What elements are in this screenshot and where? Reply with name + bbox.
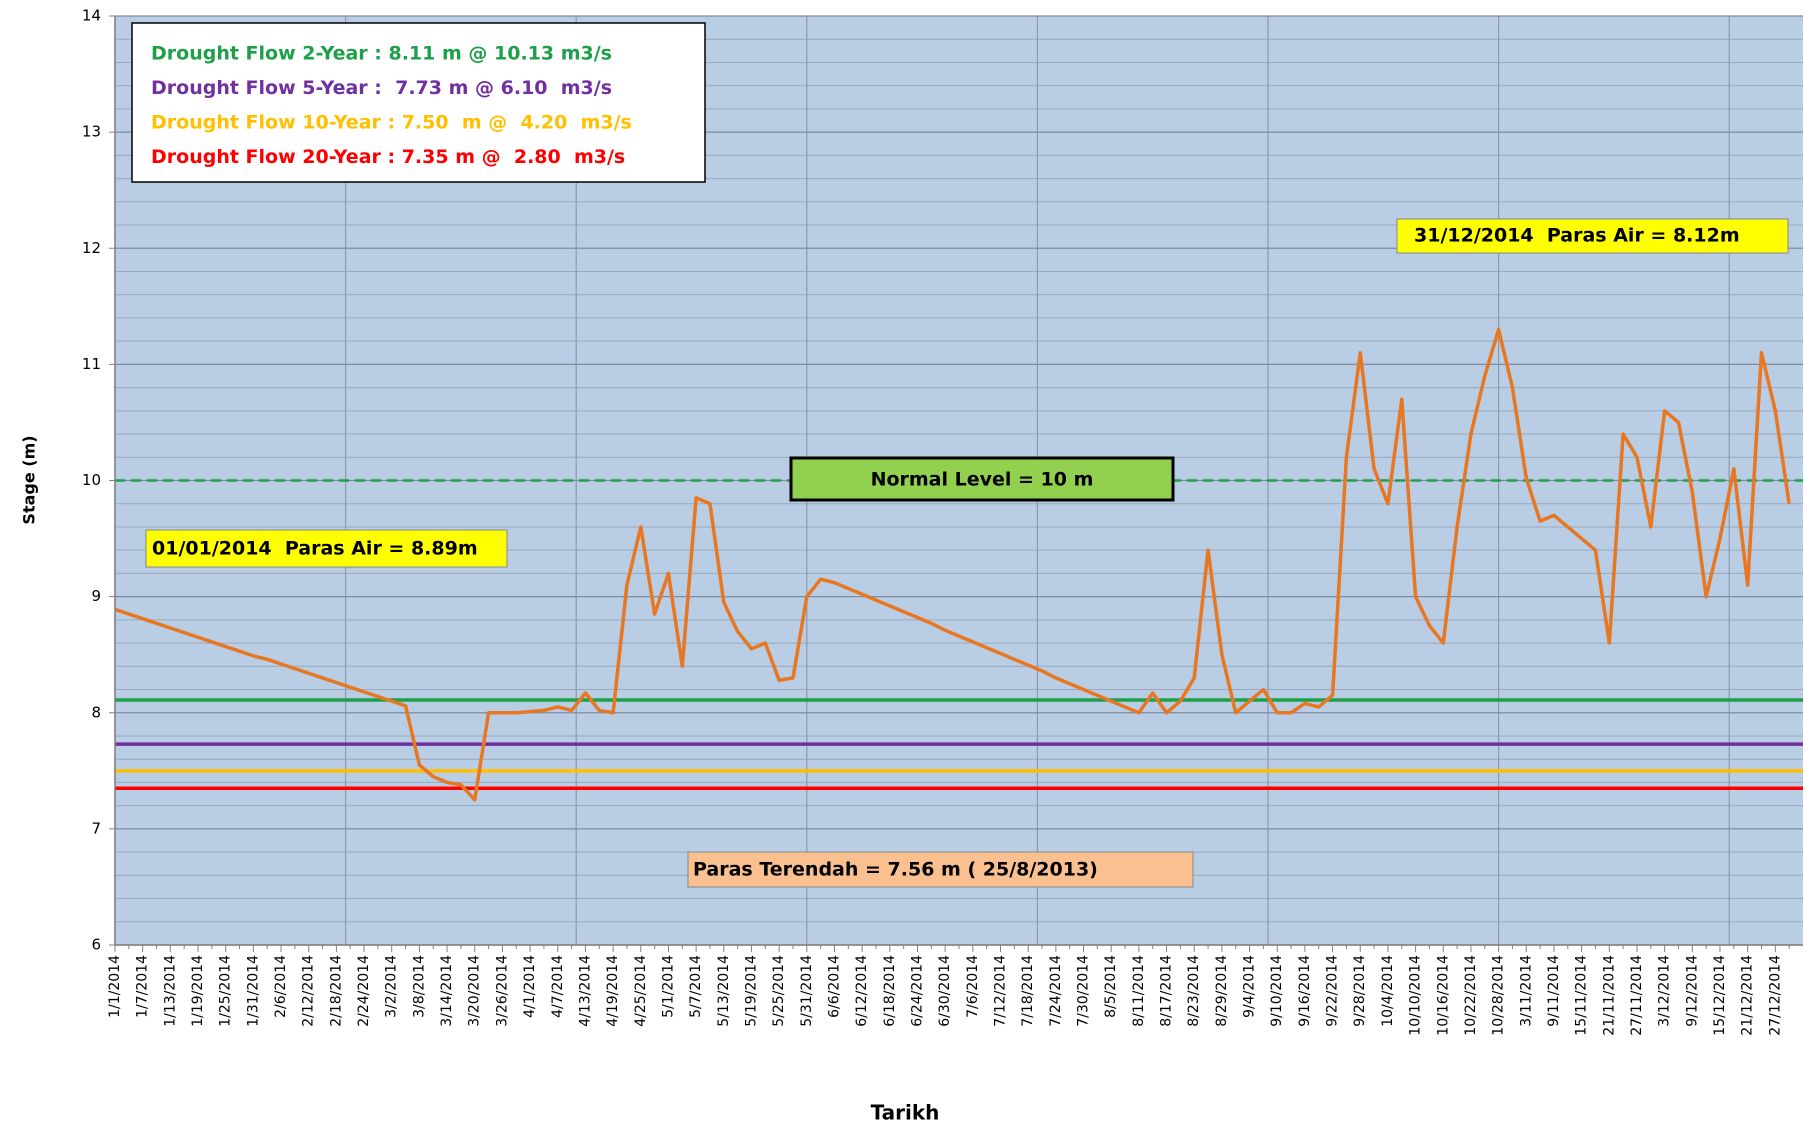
x-tick-label: 3/26/2014 <box>494 955 510 1027</box>
x-tick-label: 7/24/2014 <box>1048 955 1064 1027</box>
x-tick-label: 3/8/2014 <box>411 955 427 1018</box>
x-tick-label: 3/11/2014 <box>1518 955 1534 1027</box>
annotation-box <box>687 851 1194 888</box>
legend-entry: Drought Flow 5-Year : 7.73 m @ 6.10 m3/s <box>151 77 612 99</box>
x-tick-label: 3/20/2014 <box>467 955 483 1027</box>
y-tick-label: 12 <box>82 239 101 257</box>
stage-line <box>114 327 1791 802</box>
x-tick-label: 10/10/2014 <box>1408 955 1424 1036</box>
x-tick-label: 21/11/2014 <box>1601 955 1617 1036</box>
x-axis-title: Tarikh <box>871 1101 940 1125</box>
x-tick-label: 7/12/2014 <box>993 955 1009 1027</box>
x-tick-label: 2/18/2014 <box>328 955 344 1027</box>
x-tick-label: 6/6/2014 <box>826 955 842 1018</box>
y-axis-title: Stage (m) <box>20 435 39 524</box>
x-tick-label: 15/12/2014 <box>1712 955 1728 1036</box>
x-tick-label: 10/16/2014 <box>1435 955 1451 1036</box>
x-tick-label: 1/25/2014 <box>218 955 234 1027</box>
normal-level-label: Normal Level = 10 m <box>871 469 1094 491</box>
legend-entry: Drought Flow 2-Year : 8.11 m @ 10.13 m3/… <box>151 43 612 65</box>
x-tick-label: 1/13/2014 <box>162 955 178 1027</box>
x-tick-label: 27/12/2014 <box>1767 955 1783 1036</box>
annotation-box <box>145 529 508 568</box>
y-tick-label: 6 <box>91 936 101 954</box>
x-tick-label: 3/2/2014 <box>384 955 400 1018</box>
x-tick-label: 5/25/2014 <box>771 955 787 1027</box>
x-tick-label: 1/1/2014 <box>107 955 123 1018</box>
x-tick-label: 3/12/2014 <box>1657 955 1673 1027</box>
y-tick-label: 14 <box>82 7 101 25</box>
x-tick-label: 9/12/2014 <box>1684 955 1700 1027</box>
x-tick-label: 1/19/2014 <box>190 955 206 1027</box>
x-tick-label: 4/19/2014 <box>605 955 621 1027</box>
x-tick-label: 7/18/2014 <box>1020 955 1036 1027</box>
x-tick-label: 15/11/2014 <box>1574 955 1590 1036</box>
y-tick-label: 10 <box>82 471 101 489</box>
x-tick-label: 4/25/2014 <box>633 955 649 1027</box>
x-tick-label: 5/31/2014 <box>799 955 815 1027</box>
annotation: Paras Terendah = 7.56 m ( 25/8/2013) <box>693 859 1098 881</box>
x-tick-label: 1/7/2014 <box>135 955 151 1018</box>
x-tick-label: 6/30/2014 <box>937 955 953 1027</box>
x-tick-label: 6/18/2014 <box>882 955 898 1027</box>
x-tick-label: 9/11/2014 <box>1546 955 1562 1027</box>
x-tick-label: 1/31/2014 <box>245 955 261 1027</box>
y-tick-label: 8 <box>91 703 101 721</box>
x-tick-label: 9/28/2014 <box>1352 955 1368 1027</box>
x-tick-label: 8/17/2014 <box>1159 955 1175 1027</box>
y-tick-label: 13 <box>82 123 101 141</box>
x-tick-label: 5/13/2014 <box>716 955 732 1027</box>
annotation-box <box>1396 218 1789 254</box>
x-tick-label: 2/12/2014 <box>301 955 317 1027</box>
annotation: 01/01/2014 Paras Air = 8.89m <box>152 538 478 560</box>
x-tick-label: 8/11/2014 <box>1131 955 1147 1027</box>
x-tick-label: 6/12/2014 <box>854 955 870 1027</box>
x-tick-label: 5/1/2014 <box>660 955 676 1018</box>
y-tick-label: 7 <box>91 819 101 837</box>
legend-entry: Drought Flow 20-Year : 7.35 m @ 2.80 m3/… <box>151 146 625 168</box>
x-tick-label: 4/7/2014 <box>550 955 566 1018</box>
x-tick-label: 7/6/2014 <box>965 955 981 1018</box>
x-tick-label: 2/6/2014 <box>273 955 289 1018</box>
x-tick-label: 9/10/2014 <box>1269 955 1285 1027</box>
x-tick-label: 5/7/2014 <box>688 955 704 1018</box>
x-tick-label: 21/12/2014 <box>1740 955 1756 1036</box>
x-tick-label: 9/4/2014 <box>1242 955 1258 1018</box>
x-tick-label: 3/14/2014 <box>439 955 455 1027</box>
x-tick-label: 10/28/2014 <box>1491 955 1507 1036</box>
x-tick-label: 5/19/2014 <box>743 955 759 1027</box>
x-tick-label: 27/11/2014 <box>1629 955 1645 1036</box>
x-tick-label: 8/23/2014 <box>1186 955 1202 1027</box>
x-tick-label: 6/24/2014 <box>909 955 925 1027</box>
x-tick-label: 4/1/2014 <box>522 955 538 1018</box>
normal-level-box <box>789 456 1175 502</box>
y-tick-label: 11 <box>82 355 101 373</box>
annotation: 31/12/2014 Paras Air = 8.12m <box>1414 225 1740 247</box>
legend-entry: Drought Flow 10-Year : 7.50 m @ 4.20 m3/… <box>151 112 632 134</box>
y-tick-label: 9 <box>91 587 101 605</box>
x-tick-label: 8/5/2014 <box>1103 955 1119 1018</box>
legend-box <box>131 22 706 183</box>
x-tick-label: 4/13/2014 <box>577 955 593 1027</box>
x-tick-label: 10/22/2014 <box>1463 955 1479 1036</box>
x-tick-label: 9/22/2014 <box>1325 955 1341 1027</box>
x-tick-label: 9/16/2014 <box>1297 955 1313 1027</box>
x-tick-label: 2/24/2014 <box>356 955 372 1027</box>
x-tick-label: 7/30/2014 <box>1076 955 1092 1027</box>
x-tick-label: 8/29/2014 <box>1214 955 1230 1027</box>
x-tick-label: 10/4/2014 <box>1380 955 1396 1027</box>
